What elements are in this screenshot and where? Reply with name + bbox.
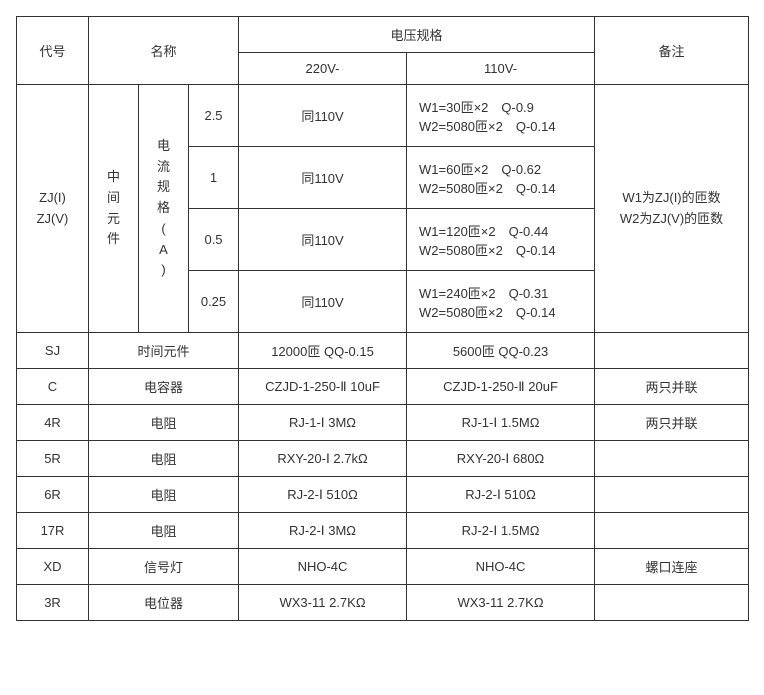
row-4r: 4R 电阻 RJ-1-Ⅰ 3MΩ RJ-1-Ⅰ 1.5MΩ 两只并联: [17, 405, 749, 441]
zj-220-3: 同110V: [239, 271, 407, 333]
hdr-remark: 备注: [595, 17, 749, 85]
header-row-1: 代号 名称 电压规格 备注: [17, 17, 749, 53]
code: XD: [17, 549, 89, 585]
code: 6R: [17, 477, 89, 513]
zj-220-1: 同110V: [239, 147, 407, 209]
row-c: C 电容器 CZJD-1-250-Ⅱ 10uF CZJD-1-250-Ⅱ 20u…: [17, 369, 749, 405]
name: 时间元件: [89, 333, 239, 369]
name: 电阻: [89, 441, 239, 477]
zj-110-3: W1=240匝×2 Q-0.31W2=5080匝×2 Q-0.14: [407, 271, 595, 333]
v110: CZJD-1-250-Ⅱ 20uF: [407, 369, 595, 405]
remark: 两只并联: [595, 405, 749, 441]
hdr-voltage: 电压规格: [239, 17, 595, 53]
code: 17R: [17, 513, 89, 549]
v110: RJ-2-Ⅰ 1.5MΩ: [407, 513, 595, 549]
v220: 12000匝 QQ-0.15: [239, 333, 407, 369]
zj-220-0: 同110V: [239, 85, 407, 147]
hdr-name: 名称: [89, 17, 239, 85]
remark: [595, 477, 749, 513]
zj-a-3: 0.25: [189, 271, 239, 333]
name: 电位器: [89, 585, 239, 621]
name: 信号灯: [89, 549, 239, 585]
zj-name1: 中间元件: [89, 85, 139, 333]
zj-code: ZJ(I)ZJ(V): [17, 85, 89, 333]
row-sj: SJ 时间元件 12000匝 QQ-0.15 5600匝 QQ-0.23: [17, 333, 749, 369]
v110: RJ-1-Ⅰ 1.5MΩ: [407, 405, 595, 441]
remark: [595, 513, 749, 549]
v220: RJ-2-Ⅰ 510Ω: [239, 477, 407, 513]
name: 电阻: [89, 477, 239, 513]
name: 电阻: [89, 513, 239, 549]
code: SJ: [17, 333, 89, 369]
v220: RJ-1-Ⅰ 3MΩ: [239, 405, 407, 441]
zj-a-1: 1: [189, 147, 239, 209]
row-5r: 5R 电阻 RXY-20-Ⅰ 2.7kΩ RXY-20-Ⅰ 680Ω: [17, 441, 749, 477]
hdr-110v: 110V-: [407, 53, 595, 85]
zj-name2: 电流规格(A): [139, 85, 189, 333]
code: 5R: [17, 441, 89, 477]
zj-a-2: 0.5: [189, 209, 239, 271]
hdr-code: 代号: [17, 17, 89, 85]
zj-110-2: W1=120匝×2 Q-0.44W2=5080匝×2 Q-0.14: [407, 209, 595, 271]
row-xd: XD 信号灯 NHO-4C NHO-4C 螺口连座: [17, 549, 749, 585]
row-3r: 3R 电位器 WX3-11 2.7KΩ WX3-11 2.7KΩ: [17, 585, 749, 621]
zj-row-0: ZJ(I)ZJ(V) 中间元件 电流规格(A) 2.5 同110V W1=30匝…: [17, 85, 749, 147]
zj-110-0: W1=30匝×2 Q-0.9W2=5080匝×2 Q-0.14: [407, 85, 595, 147]
code: 4R: [17, 405, 89, 441]
remark: 两只并联: [595, 369, 749, 405]
v220: NHO-4C: [239, 549, 407, 585]
v220: RJ-2-Ⅰ 3MΩ: [239, 513, 407, 549]
remark: [595, 441, 749, 477]
remark: [595, 333, 749, 369]
spec-table: 代号 名称 电压规格 备注 220V- 110V- ZJ(I)ZJ(V) 中间元…: [16, 16, 749, 621]
zj-110-1: W1=60匝×2 Q-0.62W2=5080匝×2 Q-0.14: [407, 147, 595, 209]
zj-a-0: 2.5: [189, 85, 239, 147]
remark: 螺口连座: [595, 549, 749, 585]
remark: [595, 585, 749, 621]
v220: RXY-20-Ⅰ 2.7kΩ: [239, 441, 407, 477]
hdr-220v: 220V-: [239, 53, 407, 85]
zj-remark: W1为ZJ(I)的匝数W2为ZJ(V)的匝数: [595, 85, 749, 333]
row-17r: 17R 电阻 RJ-2-Ⅰ 3MΩ RJ-2-Ⅰ 1.5MΩ: [17, 513, 749, 549]
name: 电阻: [89, 405, 239, 441]
zj-220-2: 同110V: [239, 209, 407, 271]
code: 3R: [17, 585, 89, 621]
code: C: [17, 369, 89, 405]
v220: CZJD-1-250-Ⅱ 10uF: [239, 369, 407, 405]
v110: RXY-20-Ⅰ 680Ω: [407, 441, 595, 477]
row-6r: 6R 电阻 RJ-2-Ⅰ 510Ω RJ-2-Ⅰ 510Ω: [17, 477, 749, 513]
v110: RJ-2-Ⅰ 510Ω: [407, 477, 595, 513]
name: 电容器: [89, 369, 239, 405]
v110: NHO-4C: [407, 549, 595, 585]
v220: WX3-11 2.7KΩ: [239, 585, 407, 621]
v110: 5600匝 QQ-0.23: [407, 333, 595, 369]
v110: WX3-11 2.7KΩ: [407, 585, 595, 621]
